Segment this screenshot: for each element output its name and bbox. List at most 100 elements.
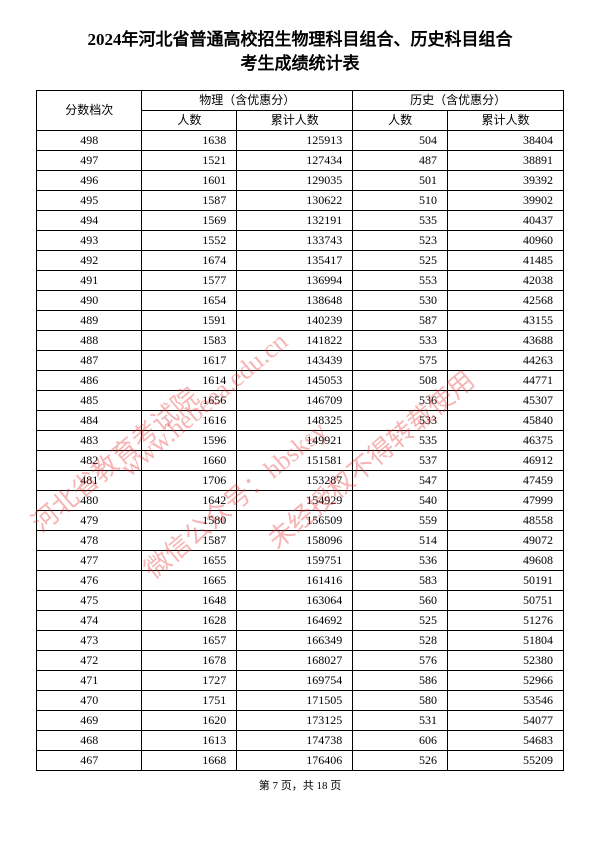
- cell-phys-count: 1577: [142, 270, 237, 290]
- score-table: 分数档次 物理（含优惠分） 历史（含优惠分） 人数 累计人数 人数 累计人数 4…: [36, 90, 564, 771]
- table-row: 483159614992153546375: [37, 430, 564, 450]
- cell-hist-count: 525: [353, 250, 448, 270]
- cell-phys-count: 1552: [142, 230, 237, 250]
- cell-phys-count: 1580: [142, 510, 237, 530]
- table-row: 474162816469252551276: [37, 610, 564, 630]
- cell-hist-count: 501: [353, 170, 448, 190]
- cell-hist-cum: 52380: [448, 650, 564, 670]
- page-footer: 第 7 页，共 18 页: [36, 777, 564, 793]
- cell-score: 470: [37, 690, 142, 710]
- cell-phys-cum: 171505: [237, 690, 353, 710]
- title-line-1: 2024年河北省普通高校招生物理科目组合、历史科目组合: [36, 28, 564, 52]
- cell-score: 496: [37, 170, 142, 190]
- table-row: 480164215492954047999: [37, 490, 564, 510]
- cell-phys-count: 1569: [142, 210, 237, 230]
- cell-hist-count: 533: [353, 410, 448, 430]
- table-row: 486161414505350844771: [37, 370, 564, 390]
- cell-score: 487: [37, 350, 142, 370]
- table-row: 479158015650955948558: [37, 510, 564, 530]
- cell-hist-cum: 38891: [448, 150, 564, 170]
- cell-phys-count: 1660: [142, 450, 237, 470]
- table-row: 476166516141658350191: [37, 570, 564, 590]
- cell-score: 468: [37, 730, 142, 750]
- table-row: 467166817640652655209: [37, 750, 564, 770]
- cell-hist-cum: 53546: [448, 690, 564, 710]
- cell-score: 495: [37, 190, 142, 210]
- table-row: 493155213374352340960: [37, 230, 564, 250]
- table-row: 471172716975458652966: [37, 670, 564, 690]
- cell-phys-count: 1678: [142, 650, 237, 670]
- table-row: 489159114023958743155: [37, 310, 564, 330]
- cell-hist-cum: 40960: [448, 230, 564, 250]
- cell-hist-cum: 44771: [448, 370, 564, 390]
- cell-hist-cum: 47459: [448, 470, 564, 490]
- cell-hist-cum: 43155: [448, 310, 564, 330]
- cell-phys-cum: 130622: [237, 190, 353, 210]
- cell-phys-count: 1668: [142, 750, 237, 770]
- cell-hist-cum: 42038: [448, 270, 564, 290]
- cell-hist-count: 533: [353, 330, 448, 350]
- table-row: 495158713062251039902: [37, 190, 564, 210]
- cell-phys-count: 1614: [142, 370, 237, 390]
- cell-phys-count: 1657: [142, 630, 237, 650]
- table-row: 468161317473860654683: [37, 730, 564, 750]
- cell-phys-cum: 168027: [237, 650, 353, 670]
- cell-phys-count: 1751: [142, 690, 237, 710]
- cell-score: 497: [37, 150, 142, 170]
- cell-hist-count: 547: [353, 470, 448, 490]
- cell-phys-count: 1583: [142, 330, 237, 350]
- cell-hist-count: 536: [353, 390, 448, 410]
- cell-score: 473: [37, 630, 142, 650]
- header-physics: 物理（含优惠分）: [142, 90, 353, 110]
- table-row: 477165515975153649608: [37, 550, 564, 570]
- cell-hist-cum: 51804: [448, 630, 564, 650]
- cell-phys-count: 1616: [142, 410, 237, 430]
- cell-phys-cum: 148325: [237, 410, 353, 430]
- cell-phys-count: 1665: [142, 570, 237, 590]
- cell-hist-cum: 55209: [448, 750, 564, 770]
- cell-hist-count: 523: [353, 230, 448, 250]
- cell-hist-count: 576: [353, 650, 448, 670]
- cell-score: 479: [37, 510, 142, 530]
- cell-hist-cum: 41485: [448, 250, 564, 270]
- cell-score: 493: [37, 230, 142, 250]
- table-row: 488158314182253343688: [37, 330, 564, 350]
- cell-score: 494: [37, 210, 142, 230]
- cell-hist-count: 606: [353, 730, 448, 750]
- cell-hist-count: 525: [353, 610, 448, 630]
- cell-phys-count: 1591: [142, 310, 237, 330]
- cell-score: 476: [37, 570, 142, 590]
- cell-phys-cum: 143439: [237, 350, 353, 370]
- cell-score: 478: [37, 530, 142, 550]
- cell-hist-count: 587: [353, 310, 448, 330]
- cell-hist-cum: 50751: [448, 590, 564, 610]
- cell-phys-cum: 133743: [237, 230, 353, 250]
- cell-phys-count: 1601: [142, 170, 237, 190]
- header-history: 历史（含优惠分）: [353, 90, 564, 110]
- cell-score: 485: [37, 390, 142, 410]
- table-body: 4981638125913504384044971521127434487388…: [37, 130, 564, 770]
- cell-hist-count: 553: [353, 270, 448, 290]
- cell-score: 492: [37, 250, 142, 270]
- header-score: 分数档次: [37, 90, 142, 130]
- cell-phys-cum: 145053: [237, 370, 353, 390]
- cell-score: 467: [37, 750, 142, 770]
- cell-phys-cum: 135417: [237, 250, 353, 270]
- table-row: 496160112903550139392: [37, 170, 564, 190]
- cell-hist-cum: 52966: [448, 670, 564, 690]
- cell-phys-count: 1521: [142, 150, 237, 170]
- cell-score: 498: [37, 130, 142, 150]
- cell-phys-cum: 138648: [237, 290, 353, 310]
- cell-phys-cum: 164692: [237, 610, 353, 630]
- cell-score: 471: [37, 670, 142, 690]
- cell-phys-cum: 174738: [237, 730, 353, 750]
- cell-score: 480: [37, 490, 142, 510]
- cell-hist-cum: 48558: [448, 510, 564, 530]
- cell-hist-cum: 46912: [448, 450, 564, 470]
- cell-hist-count: 540: [353, 490, 448, 510]
- cell-score: 482: [37, 450, 142, 470]
- cell-phys-cum: 173125: [237, 710, 353, 730]
- cell-hist-cum: 40437: [448, 210, 564, 230]
- cell-hist-cum: 45307: [448, 390, 564, 410]
- cell-phys-cum: 149921: [237, 430, 353, 450]
